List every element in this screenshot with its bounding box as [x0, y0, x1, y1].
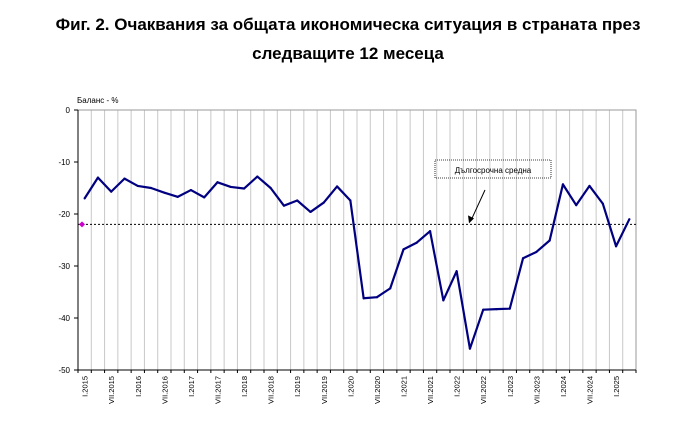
data-point	[149, 186, 153, 190]
data-point	[242, 187, 246, 190]
x-tick-label: I.2016	[134, 376, 143, 397]
y-axis-label: Баланс - %	[77, 96, 118, 105]
data-point	[375, 296, 379, 299]
series-line	[83, 175, 631, 350]
x-tick-label: I.2017	[187, 376, 196, 397]
series	[83, 175, 631, 350]
x-tick-label: VII.2022	[479, 376, 488, 404]
reference-arrow-shaft	[470, 189, 486, 221]
x-tick-label: VII.2023	[532, 376, 541, 404]
x-tick-label: VII.2017	[214, 376, 223, 404]
data-point	[402, 248, 405, 251]
data-point	[575, 204, 578, 207]
data-point	[83, 197, 86, 200]
data-point	[349, 199, 352, 202]
data-point	[495, 308, 498, 311]
y-tick-label: 0	[66, 106, 71, 115]
axes: 0 -10 -20 -30 -40 -50 I.2015 VII.2015 I.2016 VII.…	[58, 106, 637, 404]
data-point	[256, 175, 259, 178]
x-tick-label: I.2019	[293, 376, 302, 397]
data-point	[601, 202, 604, 205]
data-point	[309, 210, 312, 214]
data-point	[468, 347, 472, 350]
data-point	[163, 191, 166, 194]
y-tick-label: -40	[58, 314, 70, 323]
x-tick-label: I.2020	[346, 376, 355, 397]
x-tick-label: I.2018	[240, 376, 249, 397]
data-point	[322, 201, 325, 204]
data-point	[203, 196, 206, 199]
data-point	[269, 186, 272, 190]
start-marker	[79, 221, 85, 228]
grid	[90, 110, 624, 370]
long-term-average: Дългосрочна средна	[78, 159, 636, 228]
reference-arrow-head	[468, 215, 474, 224]
x-tick-label: VII.2015	[107, 376, 116, 404]
data-point	[136, 184, 139, 188]
data-point	[455, 270, 458, 273]
data-point	[229, 185, 232, 189]
data-point	[415, 241, 418, 244]
data-point	[296, 199, 299, 202]
x-tick-label: VII.2024	[586, 376, 595, 404]
reference-label-frame	[434, 159, 552, 179]
data-point	[176, 195, 179, 198]
data-point	[335, 185, 339, 188]
data-point	[561, 183, 565, 186]
data-point	[428, 230, 432, 233]
data-point	[110, 190, 113, 193]
y-tick-label: -20	[58, 210, 70, 219]
data-point	[628, 218, 631, 221]
x-tick-label: VII.2019	[320, 376, 329, 404]
data-point	[189, 188, 193, 192]
data-point	[614, 245, 618, 248]
x-tick-label: VII.2018	[267, 376, 276, 404]
data-point	[521, 257, 525, 260]
data-point	[588, 184, 591, 188]
x-tick-label: I.2023	[506, 376, 515, 397]
x-tick-label: VII.2020	[373, 376, 382, 404]
data-point	[535, 250, 538, 254]
x-tick-label: I.2025	[612, 376, 621, 397]
data-point	[508, 307, 511, 310]
reference-line-label: Дългосрочна средна	[455, 166, 532, 175]
y-tick-label: -30	[58, 262, 70, 271]
y-tick-label: -10	[58, 158, 70, 167]
data-point	[548, 239, 551, 242]
y-tick-label: -50	[58, 366, 70, 375]
data-point	[362, 297, 365, 300]
x-tick-label: I.2022	[453, 376, 462, 397]
x-tick-label: I.2024	[559, 376, 568, 397]
x-tick-label: I.2021	[400, 376, 409, 397]
data-point	[442, 299, 445, 302]
data-point	[282, 204, 286, 207]
x-tick-label: VII.2016	[160, 376, 169, 404]
data-point	[389, 287, 392, 290]
x-tick-label: VII.2021	[426, 376, 435, 404]
data-point	[96, 176, 100, 179]
chart-title-line-2: следващите 12 месеца	[252, 44, 444, 63]
data-point	[482, 308, 485, 311]
data-point	[216, 181, 219, 184]
chart-title: Фиг. 2. Очаквания за общата икономическа…	[0, 10, 696, 68]
x-tick-label: I.2015	[81, 376, 90, 397]
chart-title-line-1: Фиг. 2. Очаквания за общата икономическа…	[55, 15, 641, 34]
data-point	[123, 177, 126, 180]
